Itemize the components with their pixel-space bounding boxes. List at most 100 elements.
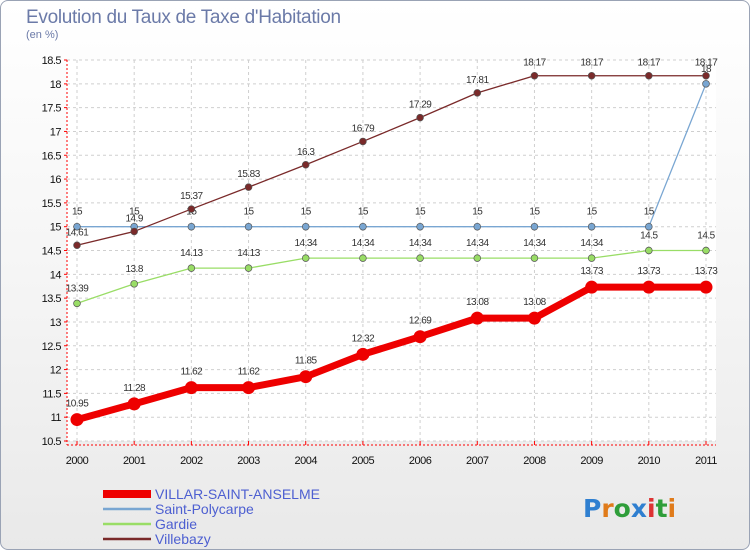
x-tick-label: 2007: [466, 455, 489, 467]
proxiti-logo: Proxiti: [583, 494, 676, 523]
data-point-gardie: [587, 254, 596, 262]
data-point-villebazy: [473, 89, 482, 97]
data-point-gardie: [702, 246, 710, 255]
logo-letter: P: [583, 494, 601, 523]
legend-item-saint-polycarpe: Saint-Polycarpe: [103, 501, 254, 517]
y-tick-label: 14: [50, 269, 62, 281]
data-label-villebazy: 18.17: [580, 58, 603, 69]
data-point-villar-saint-anselme: [413, 330, 427, 344]
y-unit-label: (en %): [26, 29, 59, 41]
y-tick-label: 11.5: [42, 388, 61, 400]
data-label-gardie: 14.13: [180, 248, 203, 259]
data-label-villebazy: 16.3: [297, 147, 315, 158]
data-point-villar-saint-anselme: [70, 413, 84, 427]
logo-letter: r: [601, 494, 614, 523]
data-point-gardie: [359, 254, 367, 262]
data-label-villebazy: 15.37: [180, 191, 203, 202]
data-label-saint-polycarpe: 18: [701, 64, 712, 75]
x-tick-label: 2008: [523, 455, 546, 467]
data-point-gardie: [530, 254, 539, 262]
data-label-villar-saint-anselme: 10.95: [66, 399, 89, 410]
y-tick-label: 10.5: [42, 436, 62, 448]
data-point-villar-saint-anselme: [127, 397, 141, 411]
y-tick-label: 15.5: [42, 198, 62, 210]
y-tick-label: 12.5: [42, 341, 62, 353]
data-point-villar-saint-anselme: [699, 280, 713, 294]
y-tick-label: 16.5: [42, 150, 62, 162]
data-point-villar-saint-anselme: [356, 347, 370, 361]
logo-letter: i: [647, 494, 656, 523]
data-label-villar-saint-anselme: 11.62: [238, 367, 261, 378]
chart-title: Evolution du Taux de Taxe d'Habitation: [26, 7, 341, 28]
data-point-saint-polycarpe: [73, 222, 81, 231]
data-point-villebazy: [359, 137, 367, 146]
data-label-gardie: 14.5: [697, 231, 715, 242]
data-label-gardie: 13.8: [125, 264, 143, 275]
data-point-villebazy: [130, 227, 138, 236]
legend-item-villar-saint-anselme: VILLAR-SAINT-ANSELME: [103, 486, 320, 502]
data-point-saint-polycarpe: [645, 222, 653, 231]
x-tick-label: 2011: [695, 455, 717, 467]
data-label-villebazy: 18.17: [695, 58, 718, 69]
data-label-villebazy: 18.17: [523, 58, 546, 69]
data-point-saint-polycarpe: [244, 222, 253, 231]
legend-label: VILLAR-SAINT-ANSELME: [155, 486, 320, 502]
data-point-gardie: [473, 254, 482, 262]
data-label-gardie: 14.34: [580, 238, 603, 249]
data-point-gardie: [73, 299, 81, 308]
data-point-villar-saint-anselme: [242, 381, 256, 395]
data-label-saint-polycarpe: 15: [644, 207, 655, 218]
data-point-villebazy: [301, 161, 310, 169]
data-point-gardie: [301, 254, 310, 262]
data-point-gardie: [244, 264, 253, 272]
x-tick-label: 2001: [123, 455, 146, 467]
data-point-saint-polycarpe: [702, 80, 710, 88]
data-point-saint-polycarpe: [473, 222, 482, 231]
y-tick-label: 12: [50, 365, 62, 377]
data-label-villar-saint-anselme: 13.73: [695, 266, 718, 277]
x-tick-label: 2006: [409, 455, 432, 467]
x-tick-label: 2000: [66, 455, 89, 467]
data-point-villar-saint-anselme: [299, 370, 313, 384]
y-tick-label: 13: [50, 317, 62, 329]
data-point-villebazy: [530, 71, 539, 80]
x-tick-label: 2005: [352, 455, 375, 467]
y-tick-label: 11: [51, 412, 62, 424]
data-point-villebazy: [587, 71, 596, 80]
legend-label: Gardie: [155, 516, 197, 532]
data-label-villebazy: 14.61: [66, 227, 89, 238]
data-point-saint-polycarpe: [587, 222, 596, 231]
logo-letter: i: [668, 494, 677, 523]
series-line-gardie: [76, 249, 706, 304]
data-label-gardie: 14.5: [640, 231, 658, 242]
data-label-villebazy: 17.81: [466, 75, 489, 86]
data-label-villebazy: 14.9: [125, 213, 143, 224]
data-point-gardie: [187, 264, 196, 272]
series-line-saint-polycarpe: [77, 83, 707, 228]
data-label-gardie: 14.34: [523, 238, 546, 249]
logo-letter: o: [614, 494, 631, 523]
series-line-villebazy: [76, 75, 706, 246]
x-tick-label: 2004: [294, 455, 317, 467]
y-tick-label: 13.5: [42, 293, 62, 305]
data-label-gardie: 14.34: [352, 238, 375, 249]
y-tick-label: 15: [50, 222, 62, 234]
data-label-gardie: 14.34: [466, 238, 489, 249]
x-tick-label: 2002: [180, 455, 203, 467]
data-label-gardie: 14.13: [237, 248, 260, 259]
data-point-saint-polycarpe: [530, 222, 539, 231]
logo-letter: t: [656, 494, 668, 523]
data-point-villebazy: [416, 113, 424, 122]
data-point-villar-saint-anselme: [184, 381, 198, 395]
data-label-saint-polycarpe: 15: [358, 207, 369, 218]
data-label-villebazy: 17.29: [409, 100, 432, 111]
data-point-villar-saint-anselme: [527, 311, 541, 325]
data-label-gardie: 14.34: [409, 238, 432, 249]
y-tick-label: 18: [50, 79, 62, 91]
y-tick-label: 17: [50, 126, 62, 138]
data-point-villar-saint-anselme: [470, 311, 484, 325]
data-label-saint-polycarpe: 15: [587, 207, 598, 218]
data-point-villar-saint-anselme: [642, 280, 656, 294]
